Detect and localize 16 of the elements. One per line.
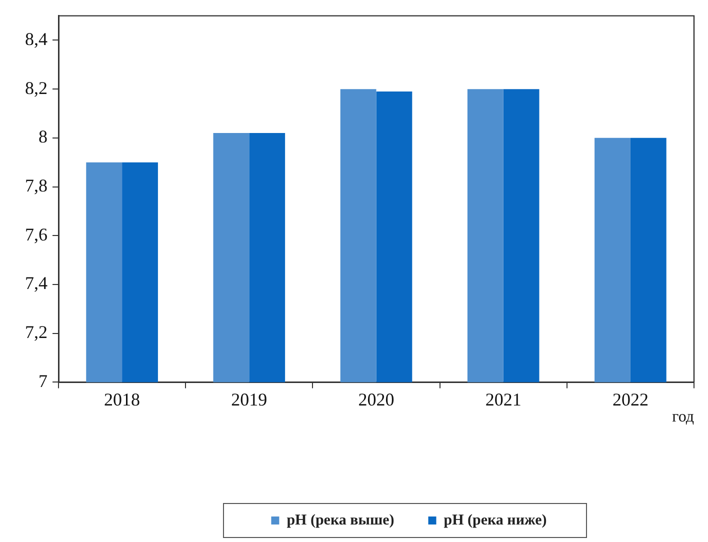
y-tick-label: 8,2 bbox=[25, 78, 48, 98]
y-tick-label: 7,6 bbox=[25, 224, 48, 244]
legend-label: pH (река ниже) bbox=[444, 512, 547, 528]
x-tick-label: 2019 bbox=[231, 390, 268, 410]
y-tick-label: 7,8 bbox=[25, 176, 48, 196]
x-tick-label: 2018 bbox=[104, 390, 140, 410]
y-tick-label: 7,4 bbox=[25, 273, 48, 294]
y-tick-label: 8 bbox=[38, 126, 48, 147]
y-tick-label: 7 bbox=[38, 370, 48, 391]
y-tick-label: 7,2 bbox=[25, 322, 48, 342]
x-tick-label: 2021 bbox=[485, 390, 522, 410]
y-tick-label: 8,4 bbox=[25, 28, 48, 49]
legend-label: pH (река выше) bbox=[286, 512, 394, 528]
x-axis-title: год bbox=[672, 408, 694, 426]
x-tick-label: 2022 bbox=[612, 390, 648, 410]
x-tick-label: 2020 bbox=[358, 390, 394, 410]
